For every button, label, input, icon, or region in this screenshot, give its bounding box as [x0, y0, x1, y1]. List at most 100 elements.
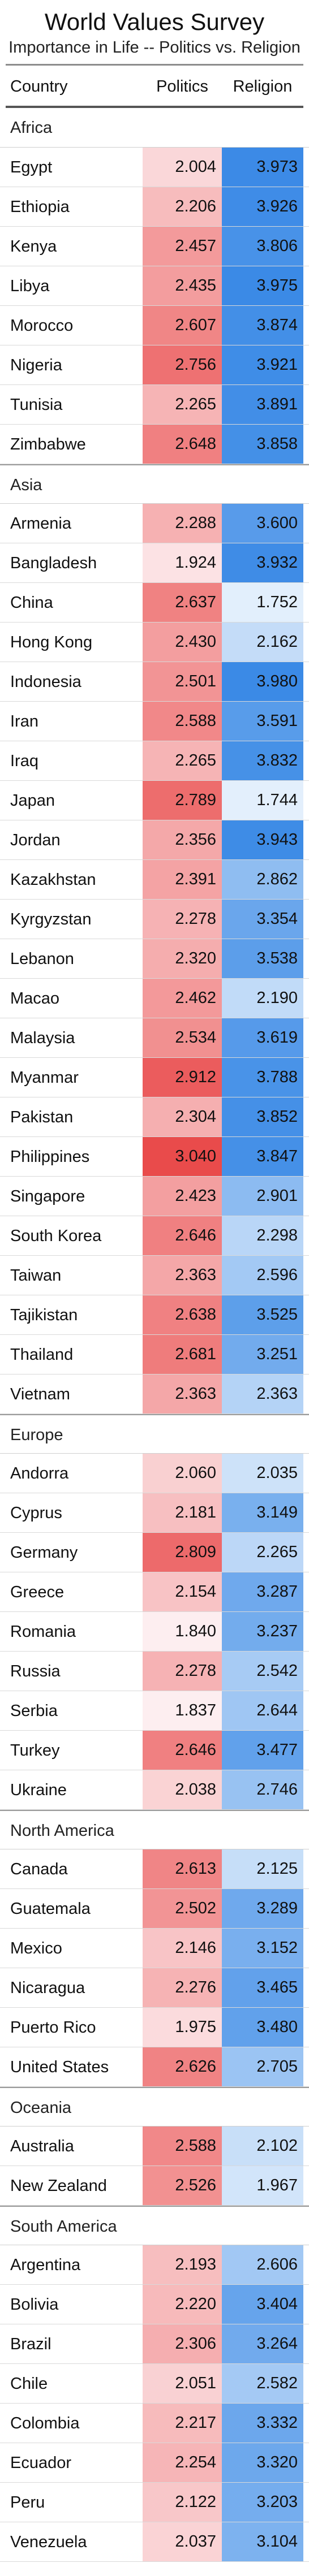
table-row: Tajikistan 2.638 3.525	[0, 1295, 309, 1335]
religion-cell: 2.901	[222, 1177, 303, 1216]
politics-cell: 2.638	[143, 1295, 222, 1334]
politics-cell: 2.193	[143, 2245, 222, 2284]
table-row: Andorra 2.060 2.035	[0, 1454, 309, 1493]
religion-cell: 2.582	[222, 2364, 303, 2403]
politics-cell: 1.840	[143, 1612, 222, 1651]
politics-cell: 2.626	[143, 2047, 222, 2086]
religion-cell: 2.705	[222, 2047, 303, 2086]
table-row: Kyrgyzstan 2.278 3.354	[0, 900, 309, 939]
country-cell: Egypt	[10, 158, 53, 176]
group-header: Asia	[0, 464, 309, 504]
country-cell: Peru	[10, 2493, 45, 2512]
group-header: Europe	[0, 1414, 309, 1454]
table-row: Jordan 2.356 3.943	[0, 820, 309, 860]
country-cell: Philippines	[10, 1148, 90, 1166]
country-cell: Brazil	[10, 2335, 52, 2353]
politics-cell: 2.391	[143, 860, 222, 899]
politics-cell: 2.648	[143, 425, 222, 464]
table-row: Egypt 2.004 3.973	[0, 148, 309, 187]
politics-cell: 1.924	[143, 543, 222, 582]
country-cell: Kazakhstan	[10, 871, 96, 889]
politics-cell: 2.060	[143, 1454, 222, 1493]
column-header-religion: Religion	[233, 77, 293, 96]
table-row: Romania 1.840 3.237	[0, 1612, 309, 1652]
religion-cell: 1.967	[222, 2166, 303, 2205]
politics-cell: 2.220	[143, 2285, 222, 2324]
table-row: Iran 2.588 3.591	[0, 702, 309, 741]
country-cell: Ukraine	[10, 1781, 67, 1799]
country-cell: Morocco	[10, 317, 74, 335]
religion-cell: 3.943	[222, 820, 303, 859]
religion-cell: 2.162	[222, 623, 303, 662]
religion-cell: 3.973	[222, 148, 303, 187]
religion-cell: 1.752	[222, 583, 303, 622]
politics-cell: 2.356	[143, 820, 222, 859]
religion-cell: 3.320	[222, 2443, 303, 2482]
religion-cell: 3.874	[222, 306, 303, 345]
table-row: Colombia 2.217 3.332	[0, 2404, 309, 2443]
religion-cell: 2.862	[222, 860, 303, 899]
table-row: Indonesia 2.501 3.980	[0, 662, 309, 702]
politics-cell: 2.265	[143, 741, 222, 780]
country-cell: Iran	[10, 712, 38, 731]
religion-cell: 2.644	[222, 1691, 303, 1730]
politics-cell: 2.051	[143, 2364, 222, 2403]
religion-cell: 3.149	[222, 1493, 303, 1532]
country-cell: Mexico	[10, 1939, 62, 1957]
table-row: Argentina 2.193 2.606	[0, 2245, 309, 2285]
table-row: Ethiopia 2.206 3.926	[0, 187, 309, 227]
country-cell: Puerto Rico	[10, 2019, 96, 2037]
table-row: Greece 2.154 3.287	[0, 1572, 309, 1612]
table-row: Venezuela 2.037 3.104	[0, 2522, 309, 2562]
religion-cell: 3.152	[222, 1929, 303, 1968]
table-title: World Values Survey	[44, 8, 265, 35]
religion-cell: 2.102	[222, 2127, 303, 2166]
politics-cell: 2.756	[143, 345, 222, 384]
politics-cell: 2.154	[143, 1572, 222, 1611]
table-row: South Korea 2.646 2.298	[0, 1216, 309, 1256]
table-row: United States 2.626 2.705	[0, 2047, 309, 2087]
country-cell: Ethiopia	[10, 198, 70, 216]
politics-cell: 2.430	[143, 623, 222, 662]
religion-cell: 2.298	[222, 1216, 303, 1255]
country-cell: United States	[10, 2058, 109, 2076]
country-cell: Greece	[10, 1583, 65, 1601]
table-row: Lebanon 2.320 3.538	[0, 939, 309, 979]
politics-cell: 2.037	[143, 2522, 222, 2561]
country-cell: Lebanon	[10, 950, 74, 968]
politics-cell: 2.534	[143, 1018, 222, 1057]
table-row: Cyprus 2.181 3.149	[0, 1493, 309, 1533]
table-row: Ukraine 2.038 2.746	[0, 1770, 309, 1810]
religion-cell: 3.480	[222, 2008, 303, 2047]
country-cell: Tunisia	[10, 396, 63, 414]
table-row: Chile 2.051 2.582	[0, 2364, 309, 2404]
header-rule	[6, 106, 303, 108]
table-row: China 2.637 1.752	[0, 583, 309, 623]
religion-cell: 3.891	[222, 385, 303, 424]
country-cell: Jordan	[10, 831, 61, 849]
politics-cell: 1.975	[143, 2008, 222, 2047]
politics-cell: 2.146	[143, 1929, 222, 1968]
country-cell: Iraq	[10, 752, 38, 770]
politics-cell: 2.789	[143, 781, 222, 820]
politics-cell: 2.435	[143, 266, 222, 305]
politics-cell: 2.457	[143, 227, 222, 266]
group-header: Africa	[0, 108, 309, 148]
table-row: Brazil 2.306 3.264	[0, 2324, 309, 2364]
table-row: Bolivia 2.220 3.404	[0, 2285, 309, 2324]
country-cell: New Zealand	[10, 2177, 107, 2195]
country-cell: Venezuela	[10, 2533, 87, 2551]
religion-cell: 3.237	[222, 1612, 303, 1651]
table-row: Canada 2.613 2.125	[0, 1849, 309, 1889]
country-cell: Indonesia	[10, 673, 81, 691]
country-cell: Bolivia	[10, 2296, 59, 2314]
table-row: Kazakhstan 2.391 2.862	[0, 860, 309, 900]
religion-cell: 2.746	[222, 1770, 303, 1809]
country-cell: Kenya	[10, 237, 57, 256]
country-cell: Taiwan	[10, 1267, 62, 1285]
religion-cell: 2.035	[222, 1454, 303, 1493]
group-header: North America	[0, 1810, 309, 1849]
religion-cell: 3.847	[222, 1137, 303, 1176]
politics-cell: 2.288	[143, 504, 222, 543]
